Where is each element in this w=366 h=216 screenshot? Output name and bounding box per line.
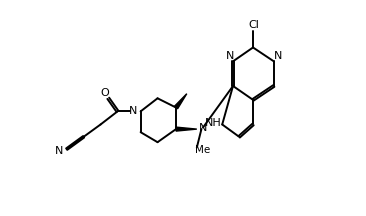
Text: NH: NH (205, 118, 221, 128)
Text: N: N (55, 146, 63, 156)
Polygon shape (176, 127, 197, 131)
Text: Cl: Cl (249, 20, 259, 30)
Text: N: N (274, 51, 283, 61)
Polygon shape (175, 94, 187, 109)
Text: Me: Me (195, 145, 210, 155)
Text: N: N (199, 122, 207, 133)
Text: N: N (226, 51, 234, 61)
Text: N: N (129, 106, 137, 116)
Text: O: O (101, 88, 109, 98)
